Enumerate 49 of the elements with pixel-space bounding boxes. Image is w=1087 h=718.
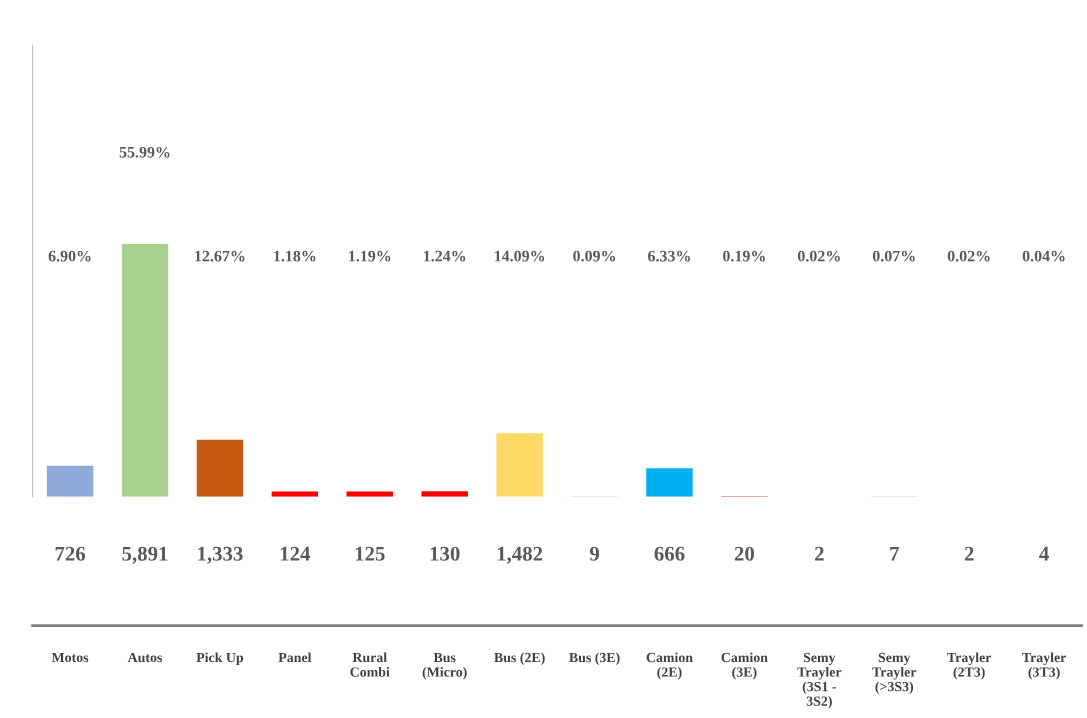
annotation: 0.04% xyxy=(1022,250,1065,262)
annotation: 6.33% xyxy=(648,250,690,262)
bar xyxy=(121,243,169,497)
bar xyxy=(46,465,94,497)
data-label: 1,333 xyxy=(198,546,243,564)
data-label: 130 xyxy=(430,546,460,561)
annotation: 0.07% xyxy=(872,250,915,262)
annotation: 6.90% xyxy=(48,250,91,262)
x-tick-label: Trayler (3T3) xyxy=(1022,652,1067,680)
data-label: 666 xyxy=(654,546,685,561)
data-label: 9 xyxy=(589,546,600,561)
data-label: 4 xyxy=(1039,546,1049,561)
x-tick-label: Camion (2E) xyxy=(646,652,693,680)
annotation: 14.09% xyxy=(494,250,545,262)
x-tick-label: Panel xyxy=(278,652,312,663)
bar xyxy=(196,439,244,497)
x-tick-label: Semy Trayler (>3S3) xyxy=(872,652,917,695)
bar xyxy=(346,491,393,497)
bar xyxy=(646,468,693,497)
data-label: 124 xyxy=(280,546,311,561)
data-label: 2 xyxy=(964,546,974,561)
bar xyxy=(421,491,468,497)
annotation: 1.19% xyxy=(349,250,391,262)
data-label: 125 xyxy=(355,546,385,561)
data-label: 2 xyxy=(814,546,824,561)
bar xyxy=(496,433,543,497)
annotation: 0.02% xyxy=(797,250,840,262)
annotation: 0.09% xyxy=(573,250,616,262)
data-label: 1,482 xyxy=(497,546,543,564)
x-tick-label: Pick Up xyxy=(196,652,244,666)
x-tick-label: Semy Trayler (3S1 - 3S2) xyxy=(797,652,842,709)
data-label: 7 xyxy=(890,546,899,561)
x-tick-label: Rural Combi xyxy=(350,652,390,677)
x-tick-label: Bus (Micro) xyxy=(422,652,467,680)
data-label: 20 xyxy=(734,546,755,561)
annotation: 0.19% xyxy=(723,250,765,262)
x-tick-label: Bus (3E) xyxy=(569,652,620,666)
annotation: 1.24% xyxy=(424,250,466,262)
annotation: 0.02% xyxy=(947,250,990,262)
x-tick-label: Motos xyxy=(51,652,89,663)
annotation: 12.67% xyxy=(195,250,245,262)
data-label: 726 xyxy=(55,546,86,561)
x-tick-label: Trayler (2T3) xyxy=(947,652,992,680)
x-tick-label: Autos xyxy=(127,652,163,663)
annotation: 1.18% xyxy=(274,250,316,262)
data-label: 5,891 xyxy=(122,546,168,564)
annotation: 55.99% xyxy=(119,146,170,158)
x-tick-label: Bus (2E) xyxy=(494,652,545,666)
x-tick-label: Camion (3E) xyxy=(721,652,768,680)
